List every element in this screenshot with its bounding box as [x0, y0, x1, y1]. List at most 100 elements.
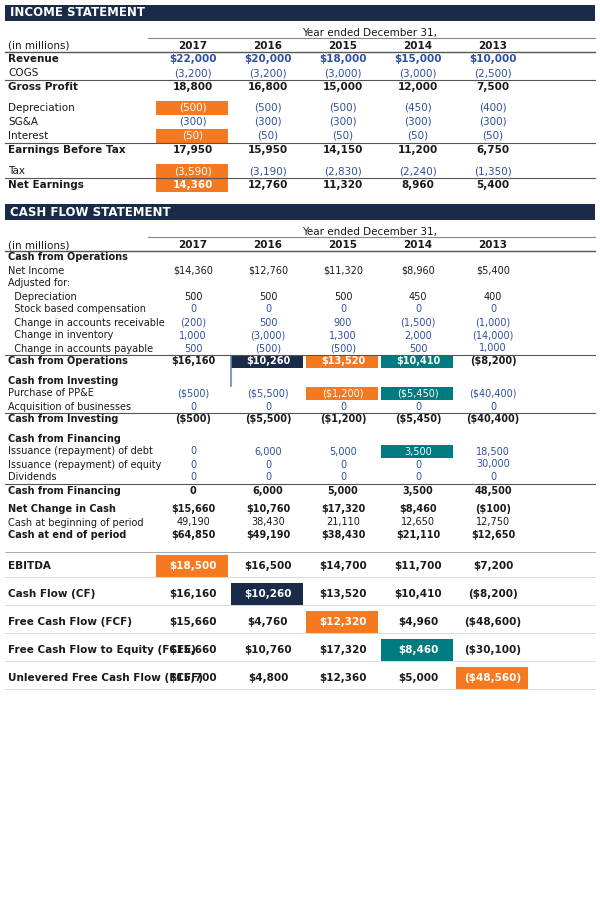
Text: 6,750: 6,750	[476, 145, 509, 155]
Text: 2,000: 2,000	[404, 331, 432, 341]
FancyBboxPatch shape	[156, 164, 228, 178]
Text: 0: 0	[340, 305, 346, 315]
Text: 8,960: 8,960	[401, 180, 434, 190]
Text: 450: 450	[409, 292, 427, 302]
Text: 900: 900	[334, 317, 352, 327]
Text: $4,800: $4,800	[248, 673, 288, 683]
Text: 48,500: 48,500	[474, 485, 512, 495]
Text: 5,400: 5,400	[476, 180, 509, 190]
Text: $4,960: $4,960	[398, 617, 438, 627]
Text: (300): (300)	[329, 117, 357, 127]
Text: COGS: COGS	[8, 68, 38, 78]
Text: $17,320: $17,320	[321, 504, 365, 514]
Text: EBITDA: EBITDA	[8, 561, 51, 571]
Text: $16,500: $16,500	[244, 561, 292, 571]
Text: (500): (500)	[254, 103, 282, 113]
Text: $12,650: $12,650	[471, 531, 515, 541]
Text: (3,200): (3,200)	[249, 68, 287, 78]
Text: Tax: Tax	[8, 166, 25, 176]
Text: 0: 0	[415, 305, 421, 315]
Text: 0: 0	[340, 402, 346, 412]
Text: $15,000: $15,000	[394, 54, 442, 64]
Text: 38,430: 38,430	[251, 517, 285, 527]
FancyBboxPatch shape	[156, 178, 228, 192]
Text: (500): (500)	[255, 344, 281, 354]
Text: (3,590): (3,590)	[174, 166, 212, 176]
Text: Depreciation: Depreciation	[8, 292, 77, 302]
Text: Issuance (repayment) of equity: Issuance (repayment) of equity	[8, 460, 161, 470]
Text: ($5,500): ($5,500)	[245, 415, 291, 425]
Text: $7,200: $7,200	[473, 561, 513, 571]
Text: ($48,600): ($48,600)	[464, 617, 521, 627]
Text: 0: 0	[265, 473, 271, 483]
Text: Cash Flow (CF): Cash Flow (CF)	[8, 589, 95, 599]
Text: ($40,400): ($40,400)	[469, 388, 517, 398]
Text: $12,360: $12,360	[319, 673, 367, 683]
Text: Purchase of PP&E: Purchase of PP&E	[8, 388, 94, 398]
Text: 6,000: 6,000	[253, 485, 283, 495]
Text: 6,000: 6,000	[254, 446, 282, 456]
Text: 500: 500	[259, 317, 277, 327]
Text: (500): (500)	[329, 103, 357, 113]
Text: (3,000): (3,000)	[324, 68, 362, 78]
Text: 18,500: 18,500	[476, 446, 510, 456]
Text: (300): (300)	[479, 117, 507, 127]
Text: Earnings Before Tax: Earnings Before Tax	[8, 145, 125, 155]
Text: $10,410: $10,410	[394, 589, 442, 599]
Text: $18,500: $18,500	[169, 561, 217, 571]
Text: 14,150: 14,150	[323, 145, 363, 155]
Text: Unlevered Free Cash Flow (FCFF): Unlevered Free Cash Flow (FCFF)	[8, 673, 203, 683]
Text: $5,000: $5,000	[398, 673, 438, 683]
Text: $13,520: $13,520	[321, 356, 365, 366]
Text: $21,110: $21,110	[396, 531, 440, 541]
FancyBboxPatch shape	[381, 355, 453, 368]
Text: Dividends: Dividends	[8, 473, 56, 483]
Text: 0: 0	[265, 402, 271, 412]
Text: 0: 0	[490, 473, 496, 483]
Text: Cash from Investing: Cash from Investing	[8, 415, 118, 425]
Text: 21,110: 21,110	[326, 517, 360, 527]
Text: Cash from Financing: Cash from Financing	[8, 485, 121, 495]
Text: Gross Profit: Gross Profit	[8, 82, 78, 92]
FancyBboxPatch shape	[381, 639, 453, 661]
Text: Cash from Investing: Cash from Investing	[8, 375, 118, 385]
Text: Issuance (repayment) of debt: Issuance (repayment) of debt	[8, 446, 153, 456]
Text: ($8,200): ($8,200)	[470, 356, 517, 366]
Text: 17,950: 17,950	[173, 145, 213, 155]
Text: (in millions): (in millions)	[8, 41, 70, 51]
Text: 0: 0	[490, 402, 496, 412]
Text: 14,360: 14,360	[173, 180, 213, 190]
Text: Cash from Operations: Cash from Operations	[8, 253, 128, 263]
Text: 15,000: 15,000	[323, 82, 363, 92]
FancyBboxPatch shape	[156, 555, 228, 577]
Text: $10,260: $10,260	[244, 589, 292, 599]
Text: SG&A: SG&A	[8, 117, 38, 127]
Text: CASH FLOW STATEMENT: CASH FLOW STATEMENT	[10, 205, 170, 218]
Text: (450): (450)	[404, 103, 432, 113]
Text: (300): (300)	[404, 117, 432, 127]
FancyBboxPatch shape	[456, 667, 528, 689]
FancyBboxPatch shape	[156, 129, 228, 143]
Text: 500: 500	[259, 292, 277, 302]
Text: Cash from Financing: Cash from Financing	[8, 434, 121, 444]
Text: 16,800: 16,800	[248, 82, 288, 92]
Text: 0: 0	[340, 473, 346, 483]
Text: 5,000: 5,000	[329, 446, 357, 456]
Text: 0: 0	[415, 402, 421, 412]
Text: Acquisition of businesses: Acquisition of businesses	[8, 402, 131, 412]
Text: (2,500): (2,500)	[474, 68, 512, 78]
FancyBboxPatch shape	[231, 583, 303, 605]
Text: 0: 0	[190, 485, 196, 495]
Text: (50): (50)	[182, 131, 203, 141]
Text: 12,750: 12,750	[476, 517, 510, 527]
Text: $38,430: $38,430	[321, 531, 365, 541]
FancyBboxPatch shape	[156, 101, 228, 115]
Text: ($500): ($500)	[177, 388, 209, 398]
Text: (50): (50)	[407, 131, 428, 141]
FancyBboxPatch shape	[5, 5, 595, 21]
Text: $4,760: $4,760	[248, 617, 288, 627]
Text: (400): (400)	[479, 103, 507, 113]
Text: 1,000: 1,000	[179, 331, 207, 341]
Text: 2015: 2015	[329, 41, 358, 51]
Text: 0: 0	[415, 473, 421, 483]
